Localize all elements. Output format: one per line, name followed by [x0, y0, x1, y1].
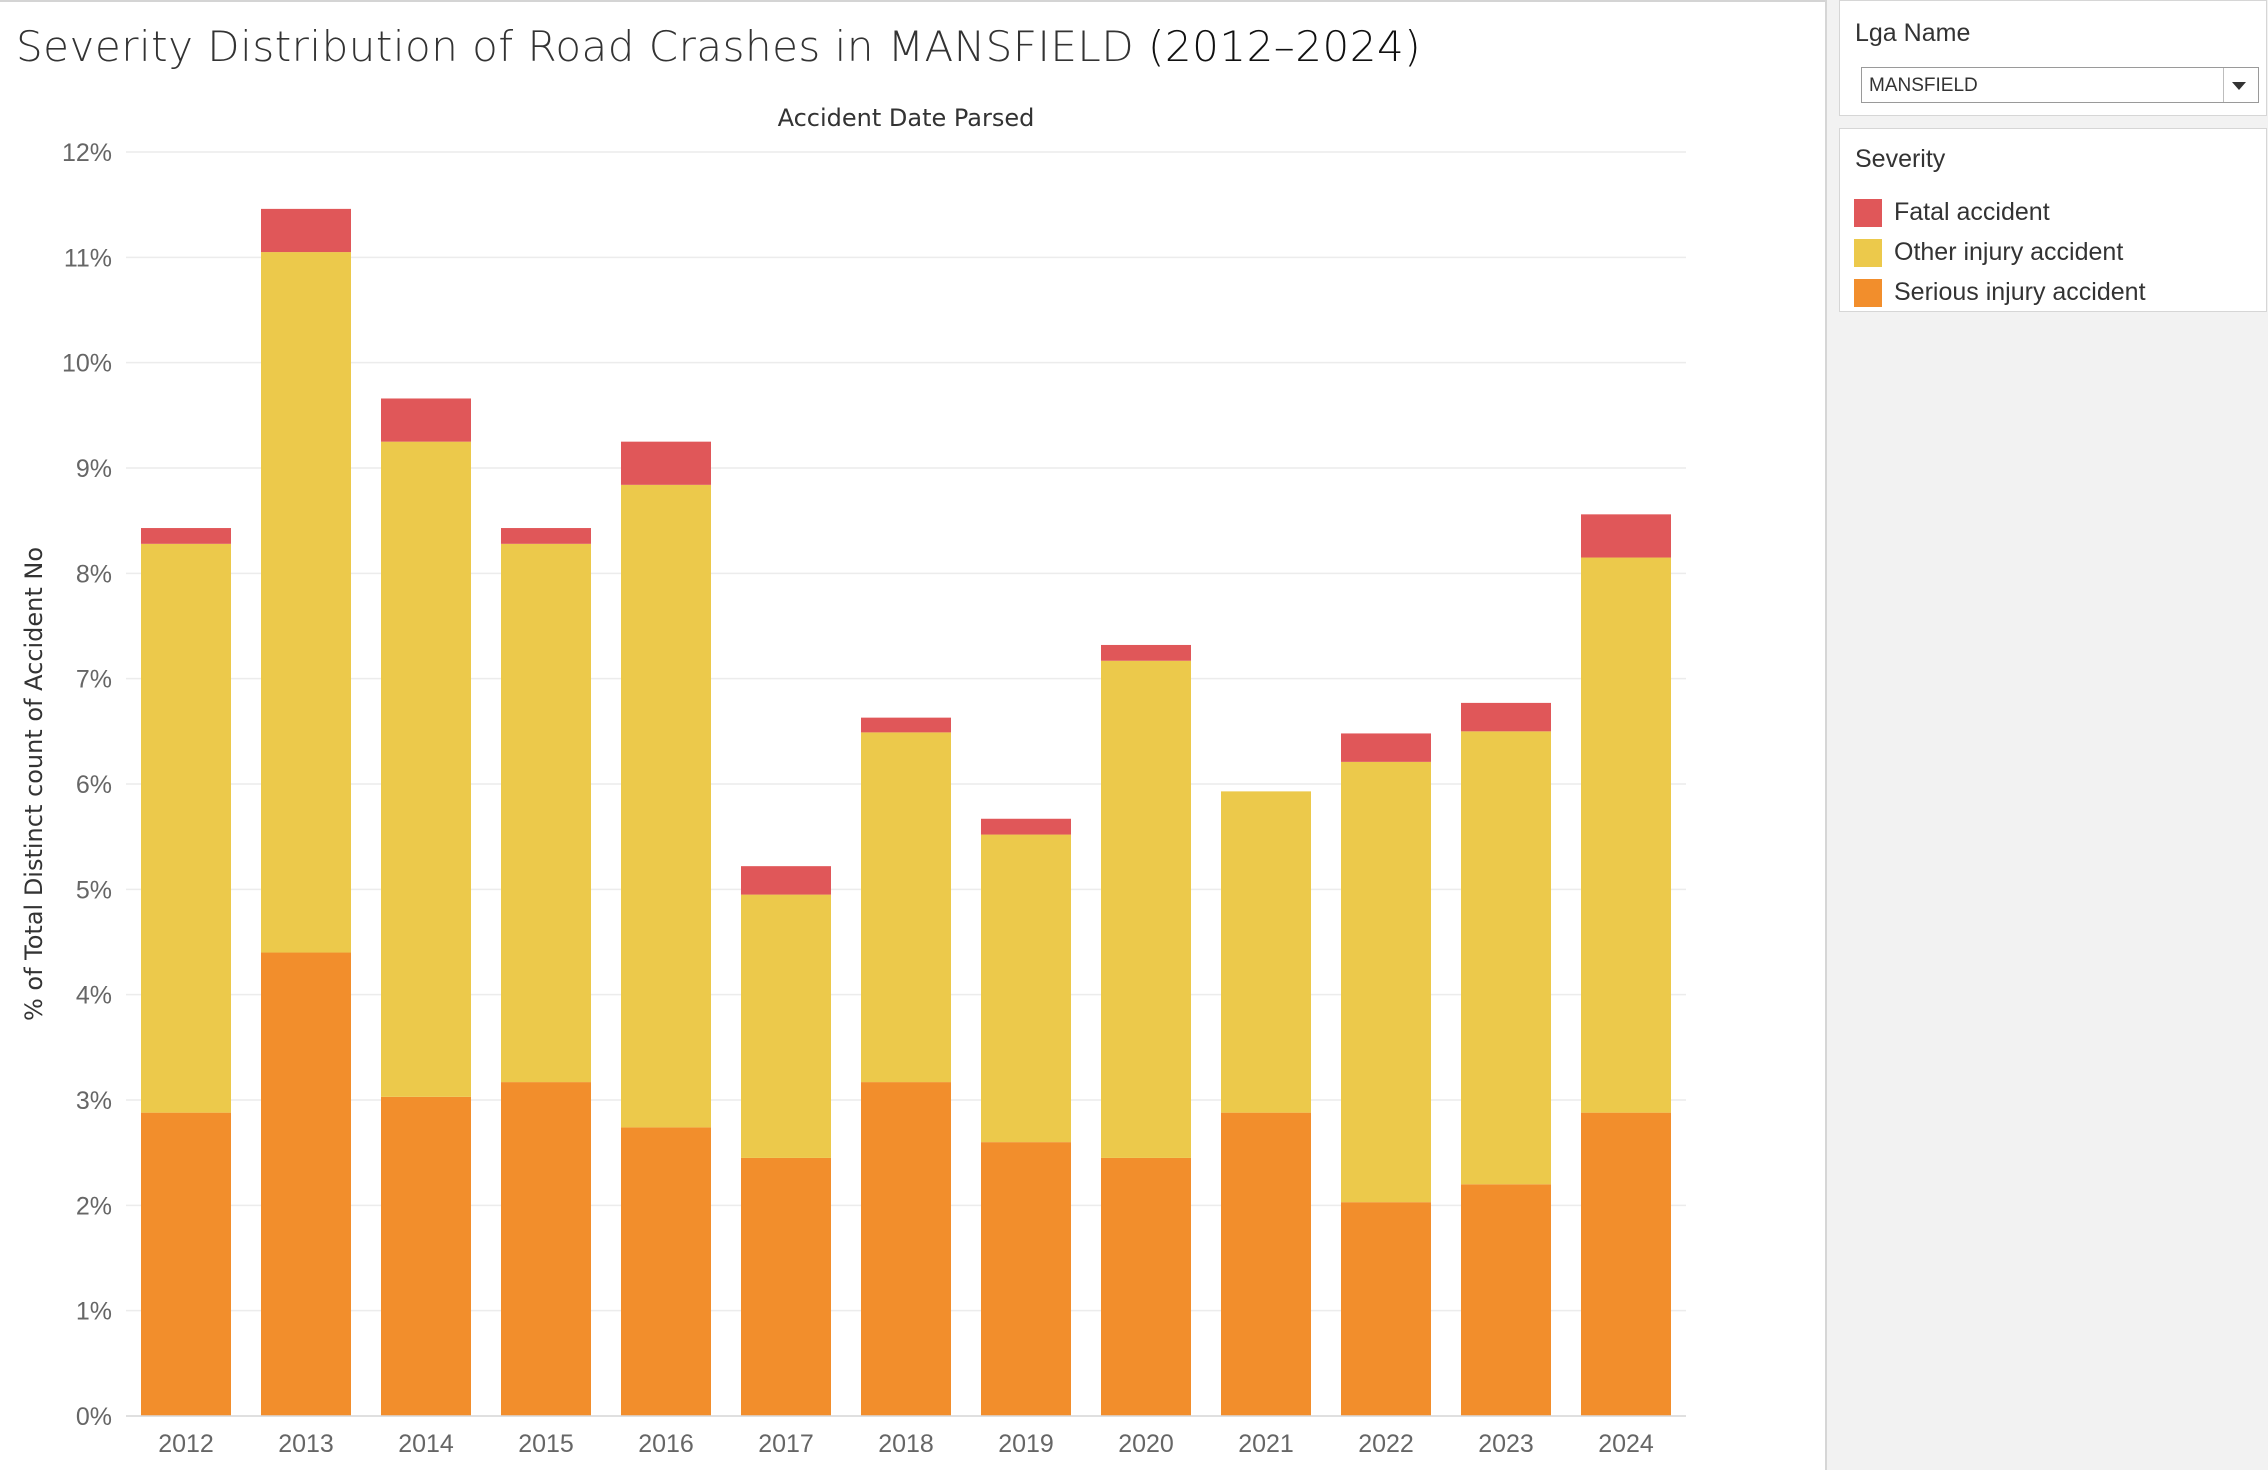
top-border: [0, 0, 2268, 2]
bar-segment-serious-injury-accident: [1461, 1184, 1551, 1416]
y-tick-label: 0%: [76, 1403, 112, 1431]
bar-segment-other-injury-accident: [1581, 557, 1671, 1113]
top-axis-title: Accident Date Parsed: [778, 104, 1035, 132]
x-tick-label: 2017: [758, 1430, 814, 1458]
bar-segment-other-injury-accident: [1461, 731, 1551, 1185]
bar-segment-other-injury-accident: [1101, 660, 1191, 1158]
side-panel: Lga Name MANSFIELD Severity Fatal accide…: [1827, 0, 2268, 1470]
bar-segment-serious-injury-accident: [741, 1157, 831, 1416]
x-tick-label: 2019: [998, 1430, 1054, 1458]
x-tick-label: 2014: [398, 1430, 454, 1458]
x-tick-label: 2015: [518, 1430, 574, 1458]
bar-segment-serious-injury-accident: [381, 1096, 471, 1416]
y-tick-label: 3%: [76, 1087, 112, 1115]
x-tick-label: 2022: [1358, 1430, 1414, 1458]
y-tick-label: 12%: [62, 139, 112, 167]
bar-segment-serious-injury-accident: [261, 952, 351, 1416]
y-tick-label: 5%: [76, 876, 112, 904]
bar-segment-other-injury-accident: [141, 543, 231, 1113]
legend-label-fatal: Fatal accident: [1894, 198, 2050, 226]
bar-segment-serious-injury-accident: [981, 1142, 1071, 1416]
filter-card: Lga Name MANSFIELD: [1839, 0, 2267, 116]
y-tick-label: 2%: [76, 1192, 112, 1220]
x-tick-label: 2016: [638, 1430, 694, 1458]
legend-swatch-fatal: [1854, 199, 1882, 227]
panel-divider: [1825, 0, 1827, 1470]
bar-segment-serious-injury-accident: [1341, 1202, 1431, 1416]
x-tick-label: 2024: [1598, 1430, 1654, 1458]
bar-segment-other-injury-accident: [741, 894, 831, 1158]
x-tick-label: 2013: [278, 1430, 334, 1458]
lga-name-dropdown[interactable]: MANSFIELD: [1861, 67, 2259, 103]
bar-segment-fatal-accident: [981, 818, 1071, 835]
bar-segment-fatal-accident: [1101, 644, 1191, 661]
bar-segment-fatal-accident: [861, 717, 951, 733]
y-tick-label: 10%: [62, 350, 112, 378]
legend-list: Fatal accident Other injury accident Ser…: [1840, 187, 2266, 311]
dropdown-value: MANSFIELD: [1869, 75, 1978, 96]
y-tick-label: 9%: [76, 455, 112, 483]
legend-swatch-other-injury: [1854, 239, 1882, 267]
title-main: Severity Distribution of Road Crashes in…: [16, 22, 1149, 71]
x-tick-label: 2012: [158, 1430, 214, 1458]
dropdown-separator: [2223, 68, 2224, 102]
page-title: Severity Distribution of Road Crashes in…: [16, 22, 1421, 71]
x-tick-label: 2020: [1118, 1430, 1174, 1458]
legend-label-other-injury: Other injury accident: [1894, 238, 2124, 266]
bar-segment-fatal-accident: [141, 528, 231, 544]
bar-segment-fatal-accident: [1461, 702, 1551, 732]
y-tick-label: 1%: [76, 1298, 112, 1326]
y-tick-label: 6%: [76, 771, 112, 799]
bar-segment-other-injury-accident: [861, 732, 951, 1083]
legend-swatch-serious-injury: [1854, 279, 1882, 307]
bar-segment-other-injury-accident: [981, 834, 1071, 1143]
bar-segment-other-injury-accident: [381, 441, 471, 1097]
bar-segment-fatal-accident: [501, 528, 591, 544]
x-tick-label: 2023: [1478, 1430, 1534, 1458]
chevron-down-icon[interactable]: [2232, 82, 2246, 90]
bar-segment-other-injury-accident: [1221, 791, 1311, 1113]
y-tick-label: 8%: [76, 560, 112, 588]
x-tick-label: 2018: [878, 1430, 934, 1458]
bar-segment-other-injury-accident: [621, 484, 711, 1128]
bar-segment-serious-injury-accident: [861, 1082, 951, 1416]
bar-segment-fatal-accident: [621, 441, 711, 485]
bar-segment-fatal-accident: [1581, 514, 1671, 558]
bar-segment-fatal-accident: [381, 398, 471, 442]
legend-label-serious-injury: Serious injury accident: [1894, 278, 2146, 306]
y-tick-label: 11%: [64, 244, 112, 272]
stacked-bar-chart: 0% 1% 2% 3% 4% 5% 6% 7% 8% 9% 10% 11% 12% Accident Da…: [20, 104, 1686, 1458]
bar-segment-fatal-accident: [261, 208, 351, 253]
bar-segment-other-injury-accident: [261, 252, 351, 953]
bar-segment-fatal-accident: [741, 866, 831, 895]
bar-segment-serious-injury-accident: [621, 1127, 711, 1416]
bar-segment-other-injury-accident: [501, 543, 591, 1083]
filter-title: Lga Name: [1855, 19, 1971, 47]
title-dates: (2012–2024): [1148, 22, 1422, 71]
bar-segment-fatal-accident: [1341, 733, 1431, 762]
y-tick-label: 4%: [76, 982, 112, 1010]
bar-segment-serious-injury-accident: [1101, 1157, 1191, 1416]
legend-card: Severity Fatal accident Other injury acc…: [1839, 128, 2267, 312]
bar-segment-other-injury-accident: [1341, 761, 1431, 1203]
legend-title: Severity: [1855, 145, 1946, 173]
x-tick-label: 2021: [1238, 1430, 1294, 1458]
y-axis-title: % of Total Distinct count of Accident No: [20, 547, 48, 1021]
bar-segment-serious-injury-accident: [501, 1082, 591, 1416]
bar-segment-serious-injury-accident: [141, 1112, 231, 1416]
bar-segment-serious-injury-accident: [1581, 1112, 1671, 1416]
bar-segment-serious-injury-accident: [1221, 1112, 1311, 1416]
y-tick-label: 7%: [76, 666, 112, 694]
